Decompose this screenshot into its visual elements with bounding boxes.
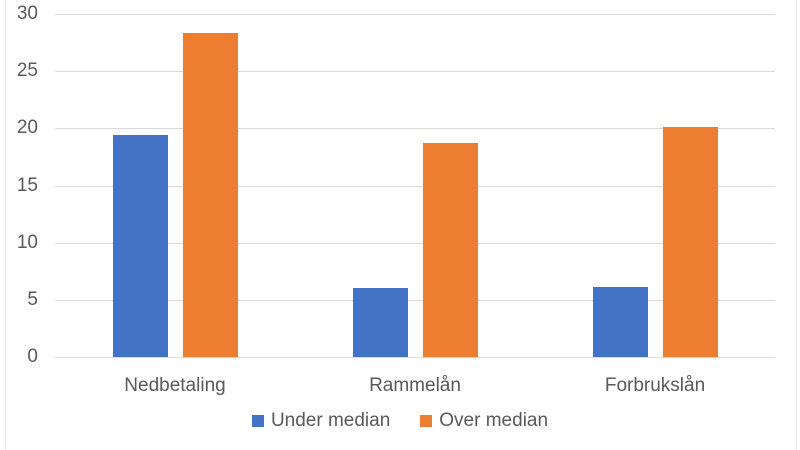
gridline [55, 299, 775, 301]
legend: Under median Over median [0, 409, 800, 433]
y-tick-label: 25 [16, 60, 38, 82]
bar-over-median [422, 143, 478, 357]
bar-over-median [182, 33, 238, 357]
plot-area [55, 14, 775, 358]
gridline [55, 185, 775, 187]
bar-under-median [592, 287, 648, 357]
chart-frame-right-border [796, 0, 797, 450]
y-tick-label: 30 [16, 3, 38, 24]
y-axis: 0 5 10 15 20 25 30 [0, 0, 40, 450]
chart-frame-left-border [5, 0, 6, 450]
legend-swatch-icon [251, 415, 264, 427]
legend-swatch-icon [420, 415, 433, 427]
gridline [55, 71, 775, 73]
x-axis: Nedbetaling Rammelån Forbrukslån [55, 371, 775, 399]
y-tick-label: 15 [16, 174, 38, 196]
y-tick-label: 5 [27, 288, 38, 310]
y-tick-label: 20 [16, 117, 38, 139]
y-tick-label: 0 [27, 346, 38, 367]
bar-under-median [112, 135, 168, 357]
legend-label: Under median [270, 410, 391, 431]
legend-item: Under median [251, 409, 391, 433]
y-tick-label: 10 [16, 231, 38, 253]
gridline [55, 14, 775, 15]
gridline [55, 242, 775, 244]
category-label: Nedbetaling [124, 375, 226, 396]
bar-under-median [352, 288, 408, 357]
bar-over-median [662, 127, 718, 357]
category-label: Forbrukslån [604, 375, 706, 396]
gridline [55, 128, 775, 130]
legend-label: Over median [439, 410, 549, 431]
category-label: Rammelån [369, 375, 461, 396]
legend-item: Over median [420, 409, 548, 433]
gridline [55, 357, 775, 358]
